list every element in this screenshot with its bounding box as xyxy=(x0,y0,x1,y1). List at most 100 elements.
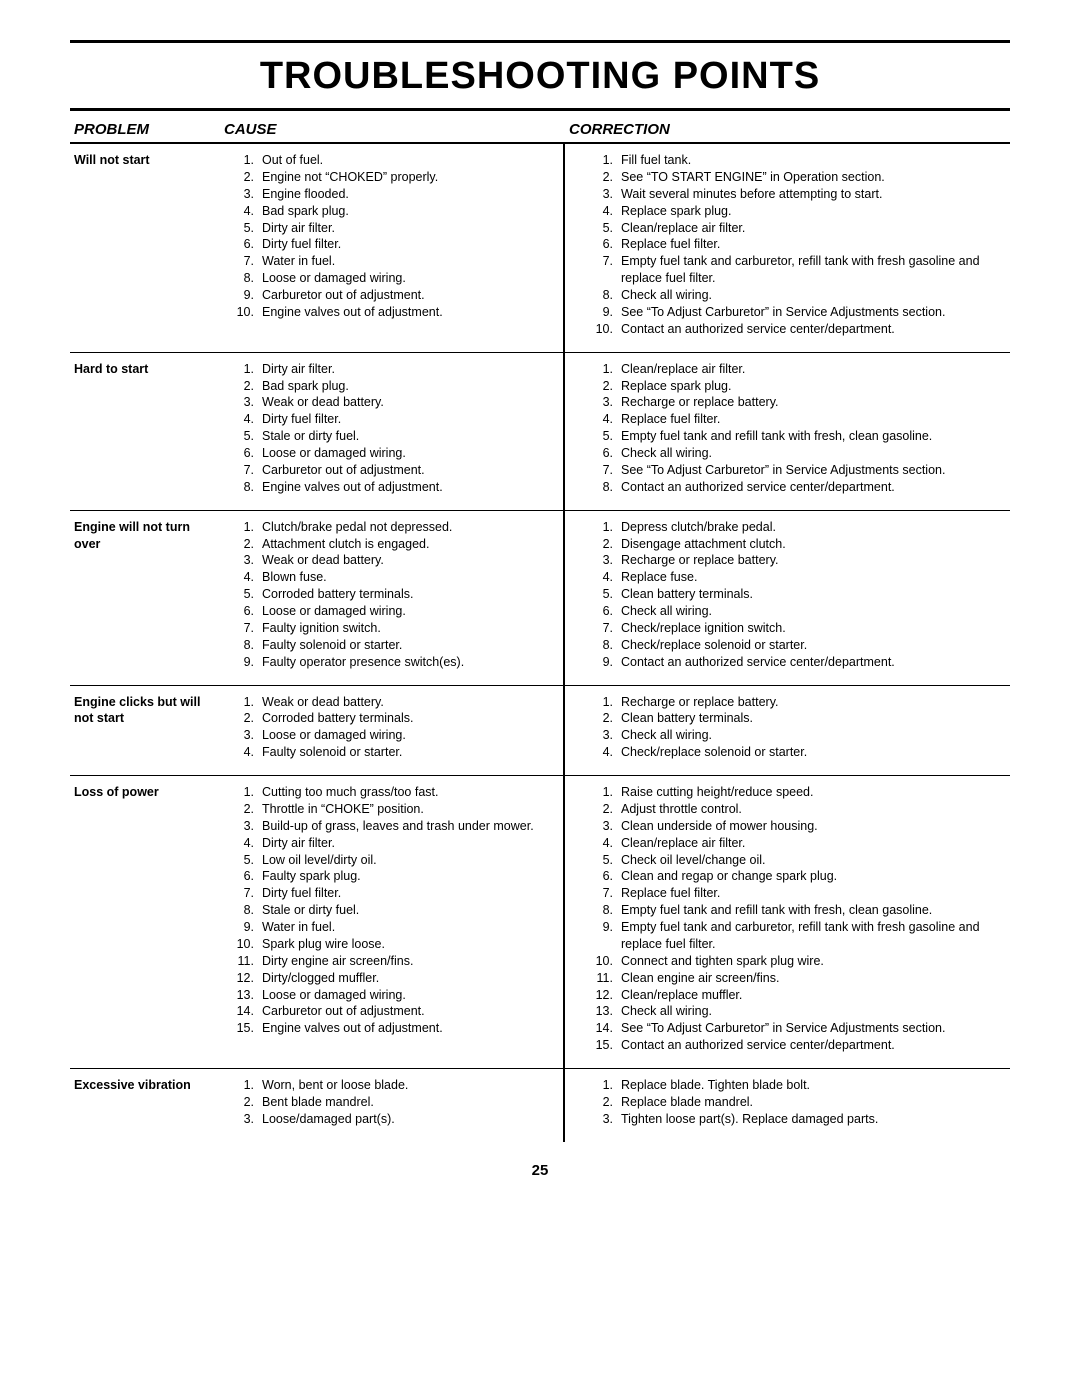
correction-item: Replace spark plug. xyxy=(617,203,1004,220)
cause-item: Bad spark plug. xyxy=(258,203,553,220)
correction-item: Check all wiring. xyxy=(617,445,1004,462)
correction-list-cell: Fill fuel tank.See “TO START ENGINE” in … xyxy=(565,144,1010,352)
cause-item: Spark plug wire loose. xyxy=(258,936,553,953)
cause-item: Bent blade mandrel. xyxy=(258,1094,553,1111)
correction-item: Check/replace ignition switch. xyxy=(617,620,1004,637)
cause-item: Carburetor out of adjustment. xyxy=(258,1003,553,1020)
correction-item: Empty fuel tank and refill tank with fre… xyxy=(617,902,1004,919)
rule-top xyxy=(70,40,1010,43)
correction-item: Empty fuel tank and carburetor, refill t… xyxy=(617,253,1004,287)
correction-item: Clean engine air screen/fins. xyxy=(617,970,1004,987)
section-row: Hard to startDirty air filter.Bad spark … xyxy=(70,353,1010,510)
correction-item: Clean/replace air filter. xyxy=(617,220,1004,237)
cause-item: Dirty air filter. xyxy=(258,220,553,237)
cause-item: Loose or damaged wiring. xyxy=(258,987,553,1004)
correction-list-cell: Recharge or replace battery.Clean batter… xyxy=(565,686,1010,776)
header-cause: CAUSE xyxy=(220,115,565,142)
cause-item: Loose or damaged wiring. xyxy=(258,603,553,620)
cause-item: Dirty fuel filter. xyxy=(258,885,553,902)
correction-item: Empty fuel tank and carburetor, refill t… xyxy=(617,919,1004,953)
correction-item: Clean/replace air filter. xyxy=(617,835,1004,852)
cause-item: Dirty engine air screen/fins. xyxy=(258,953,553,970)
correction-item: Clean and regap or change spark plug. xyxy=(617,868,1004,885)
cause-item: Low oil level/dirty oil. xyxy=(258,852,553,869)
cause-item: Bad spark plug. xyxy=(258,378,553,395)
correction-item: Recharge or replace battery. xyxy=(617,694,1004,711)
correction-item: Clean/replace air filter. xyxy=(617,361,1004,378)
correction-list-cell: Clean/replace air filter.Replace spark p… xyxy=(565,353,1010,510)
cause-list-cell: Out of fuel.Engine not “CHOKED” properly… xyxy=(220,144,565,352)
correction-item: Wait several minutes before attempting t… xyxy=(617,186,1004,203)
cause-item: Worn, bent or loose blade. xyxy=(258,1077,553,1094)
correction-item: Replace blade mandrel. xyxy=(617,1094,1004,1111)
cause-list-cell: Worn, bent or loose blade.Bent blade man… xyxy=(220,1069,565,1142)
correction-item: Contact an authorized service center/dep… xyxy=(617,654,1004,671)
problem-label: Engine clicks but will not start xyxy=(70,686,220,776)
correction-item: See “To Adjust Carburetor” in Service Ad… xyxy=(617,462,1004,479)
correction-item: Recharge or replace battery. xyxy=(617,552,1004,569)
cause-item: Stale or dirty fuel. xyxy=(258,428,553,445)
problem-label: Hard to start xyxy=(70,353,220,510)
cause-item: Cutting too much grass/too fast. xyxy=(258,784,553,801)
table-header-row: PROBLEM CAUSE CORRECTION xyxy=(70,115,1010,144)
cause-item: Faulty ignition switch. xyxy=(258,620,553,637)
cause-item: Dirty fuel filter. xyxy=(258,411,553,428)
correction-item: Disengage attachment clutch. xyxy=(617,536,1004,553)
cause-item: Carburetor out of adjustment. xyxy=(258,462,553,479)
correction-item: Check/replace solenoid or starter. xyxy=(617,637,1004,654)
cause-item: Clutch/brake pedal not depressed. xyxy=(258,519,553,536)
correction-item: Replace blade. Tighten blade bolt. xyxy=(617,1077,1004,1094)
page-title: TROUBLESHOOTING POINTS xyxy=(70,55,1010,98)
header-correction: CORRECTION xyxy=(565,115,1010,142)
correction-item: Adjust throttle control. xyxy=(617,801,1004,818)
header-problem: PROBLEM xyxy=(70,115,220,142)
cause-item: Faulty solenoid or starter. xyxy=(258,744,553,761)
correction-item: Check/replace solenoid or starter. xyxy=(617,744,1004,761)
cause-item: Weak or dead battery. xyxy=(258,552,553,569)
cause-item: Weak or dead battery. xyxy=(258,694,553,711)
cause-item: Loose/damaged part(s). xyxy=(258,1111,553,1128)
cause-item: Corroded battery terminals. xyxy=(258,710,553,727)
cause-item: Dirty fuel filter. xyxy=(258,236,553,253)
problem-label: Engine will not turn over xyxy=(70,511,220,685)
section-row: Engine clicks but will not start Weak or … xyxy=(70,686,1010,776)
table-body: Will not startOut of fuel.Engine not “CH… xyxy=(70,144,1010,1142)
correction-item: Replace fuel filter. xyxy=(617,236,1004,253)
cause-item: Engine flooded. xyxy=(258,186,553,203)
cause-item: Out of fuel. xyxy=(258,152,553,169)
correction-item: Replace fuse. xyxy=(617,569,1004,586)
correction-item: Contact an authorized service center/dep… xyxy=(617,479,1004,496)
problem-label: Will not start xyxy=(70,144,220,352)
correction-item: Empty fuel tank and refill tank with fre… xyxy=(617,428,1004,445)
cause-item: Dirty/clogged muffler. xyxy=(258,970,553,987)
cause-item: Carburetor out of adjustment. xyxy=(258,287,553,304)
rule-under-title xyxy=(70,108,1010,111)
section-row: Excessive vibrationWorn, bent or loose b… xyxy=(70,1069,1010,1142)
correction-item: Clean battery terminals. xyxy=(617,586,1004,603)
correction-item: Tighten loose part(s). Replace damaged p… xyxy=(617,1111,1004,1128)
cause-item: Blown fuse. xyxy=(258,569,553,586)
correction-item: Contact an authorized service center/dep… xyxy=(617,1037,1004,1054)
cause-item: Engine valves out of adjustment. xyxy=(258,1020,553,1037)
cause-item: Water in fuel. xyxy=(258,253,553,270)
correction-item: See “TO START ENGINE” in Operation secti… xyxy=(617,169,1004,186)
cause-item: Throttle in “CHOKE” position. xyxy=(258,801,553,818)
cause-item: Dirty air filter. xyxy=(258,835,553,852)
cause-item: Water in fuel. xyxy=(258,919,553,936)
cause-item: Weak or dead battery. xyxy=(258,394,553,411)
correction-item: See “To Adjust Carburetor” in Service Ad… xyxy=(617,1020,1004,1037)
correction-item: Recharge or replace battery. xyxy=(617,394,1004,411)
page-number: 25 xyxy=(70,1162,1010,1179)
correction-list-cell: Raise cutting height/reduce speed.Adjust… xyxy=(565,776,1010,1068)
correction-item: See “To Adjust Carburetor” in Service Ad… xyxy=(617,304,1004,321)
correction-item: Raise cutting height/reduce speed. xyxy=(617,784,1004,801)
correction-item: Clean battery terminals. xyxy=(617,710,1004,727)
correction-list-cell: Replace blade. Tighten blade bolt.Replac… xyxy=(565,1069,1010,1142)
cause-item: Engine valves out of adjustment. xyxy=(258,304,553,321)
cause-item: Stale or dirty fuel. xyxy=(258,902,553,919)
correction-item: Fill fuel tank. xyxy=(617,152,1004,169)
cause-item: Faulty spark plug. xyxy=(258,868,553,885)
cause-item: Attachment clutch is engaged. xyxy=(258,536,553,553)
correction-list-cell: Depress clutch/brake pedal.Disengage att… xyxy=(565,511,1010,685)
cause-item: Corroded battery terminals. xyxy=(258,586,553,603)
